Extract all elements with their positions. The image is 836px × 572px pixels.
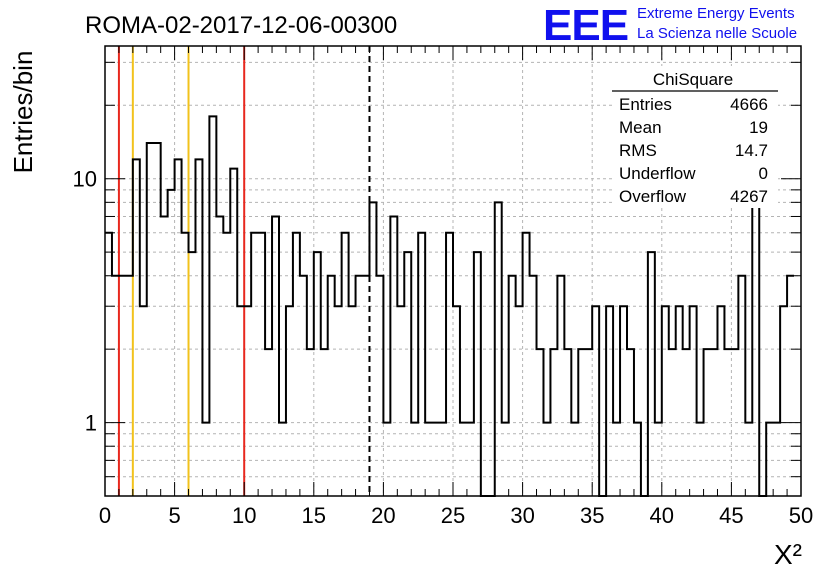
stats-label-mean: Mean [619,118,662,137]
stats-box: ChiSquare Entries 4666 Mean 19 RMS 14.7 … [612,66,778,208]
stats-box-background [612,66,778,208]
stats-label-underflow: Underflow [619,164,696,183]
eee-logo: EEE [543,1,628,50]
stats-label-overflow: Overflow [619,187,687,206]
stats-label-entries: Entries [619,95,672,114]
logo-line-1: Extreme Energy Events [637,5,795,22]
x-tick-label: 50 [789,503,813,528]
x-tick-label: 45 [719,503,743,528]
x-tick-label: 30 [510,503,534,528]
y-axis-label: Entries/bin [8,51,38,174]
logo-line-2: La Scienza nelle Scuole [637,25,797,42]
x-tick-label: 40 [650,503,674,528]
x-axis-label: X² [774,539,802,570]
x-tick-label: 20 [371,503,395,528]
stats-label-rms: RMS [619,141,657,160]
stats-value-underflow: 0 [759,164,768,183]
stats-value-rms: 14.7 [735,141,768,160]
x-tick-label: 10 [232,503,256,528]
x-tick-label: 5 [168,503,180,528]
marker-lines [117,46,371,496]
y-tick-label: 1 [85,411,97,436]
x-tick-label: 0 [99,503,111,528]
y-tick-label: 10 [73,167,97,192]
run-title: ROMA-02-2017-12-06-00300 [85,12,397,39]
stats-value-entries: 4666 [730,95,768,114]
axis-ticks: 0 5 10 15 20 25 30 35 40 45 50 1 10 [73,46,813,528]
stats-value-overflow: 4267 [730,187,768,206]
x-tick-label: 15 [302,503,326,528]
stats-title: ChiSquare [653,70,733,89]
stats-value-mean: 19 [749,118,768,137]
histogram-series [105,115,795,497]
x-tick-label: 35 [580,503,604,528]
x-tick-label: 25 [441,503,465,528]
